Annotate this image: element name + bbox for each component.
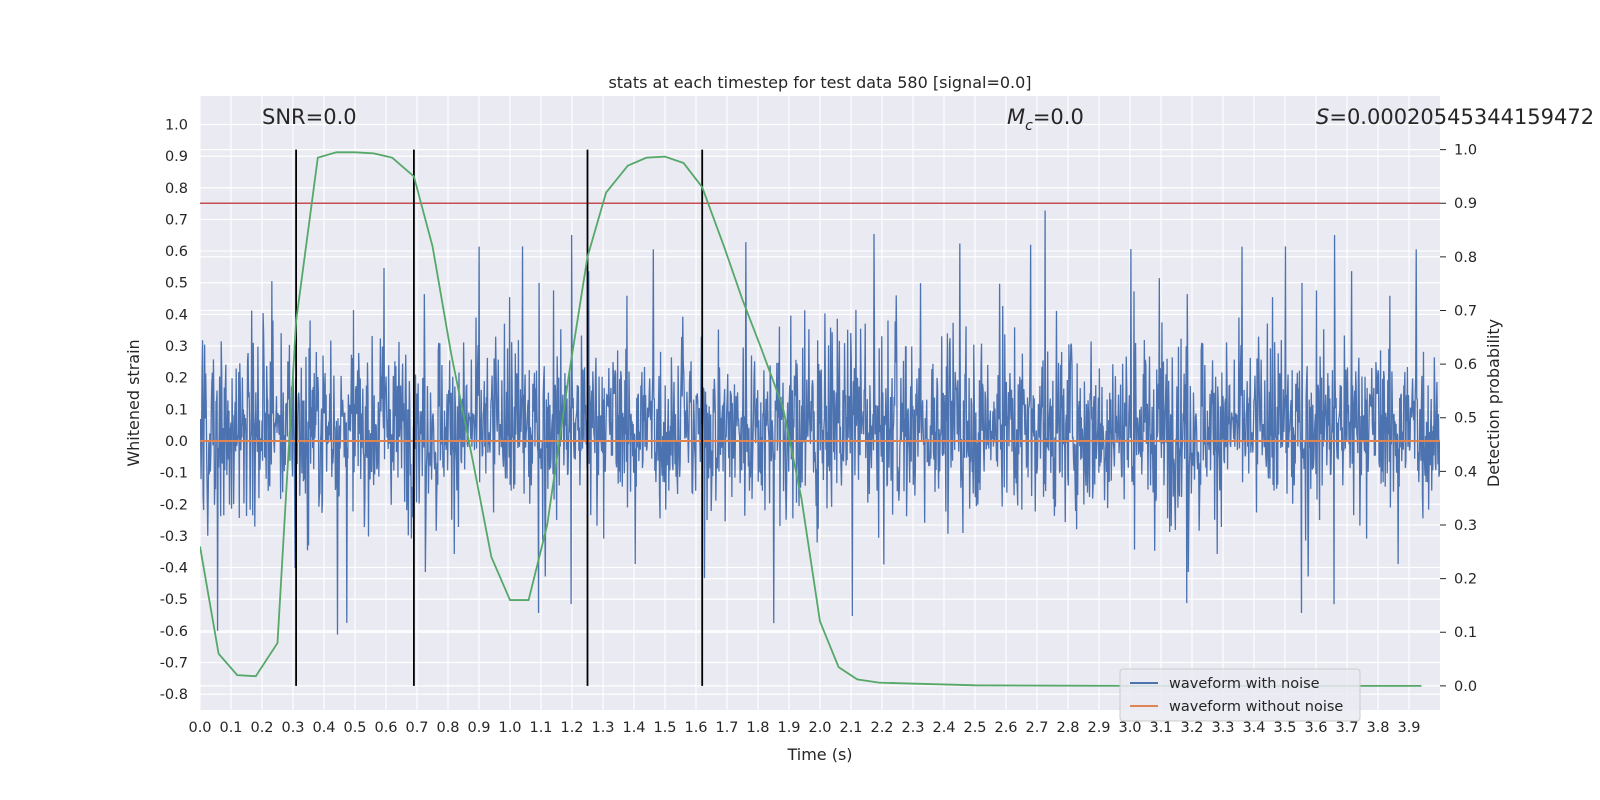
y-tick-label: 0.7 bbox=[165, 212, 188, 228]
y2-axis-label: Detection probability bbox=[1484, 319, 1503, 487]
x-tick-label: 0.7 bbox=[405, 720, 428, 736]
y-tick-label: 0.6 bbox=[165, 244, 188, 260]
x-tick-label: 3.2 bbox=[1180, 720, 1203, 736]
x-axis-ticks: 0.0 0.1 0.2 0.3 0.4 0.5 0.6 0.7 0.8 0.9 1.0 1.1 1.2 1… bbox=[188, 720, 1420, 736]
y-tick-label: -0.4 bbox=[160, 561, 188, 577]
legend-box bbox=[1119, 668, 1361, 722]
x-tick-label: 1.8 bbox=[746, 720, 769, 736]
x-tick-label: 3.7 bbox=[1335, 720, 1358, 736]
y-tick-label: 1.0 bbox=[165, 117, 188, 133]
y2-tick-label: 0.1 bbox=[1454, 625, 1477, 641]
y2-tick-label: 0.6 bbox=[1454, 357, 1477, 373]
y-tick-label: -0.6 bbox=[160, 624, 188, 640]
y-tick-label: 0.3 bbox=[165, 339, 188, 355]
x-tick-label: 0.6 bbox=[374, 720, 397, 736]
x-tick-label: 0.2 bbox=[250, 720, 273, 736]
legend-label-clean: waveform without noise bbox=[1169, 699, 1343, 715]
x-tick-label: 2.1 bbox=[839, 720, 862, 736]
y-tick-label: 0.0 bbox=[165, 434, 188, 450]
snr-annotation: SNR=0.0 bbox=[262, 105, 357, 129]
y-tick-label: 0.1 bbox=[165, 402, 188, 418]
x-tick-label: 0.3 bbox=[281, 720, 304, 736]
y-tick-label: -0.3 bbox=[160, 529, 188, 545]
y-tick-label: -0.2 bbox=[160, 497, 188, 513]
y-axis-label: Whitened strain bbox=[124, 339, 143, 466]
chirp-mass-annotation: Mc=0.0 bbox=[1007, 105, 1084, 134]
x-tick-label: 3.6 bbox=[1304, 720, 1327, 736]
x-tick-label: 2.6 bbox=[994, 720, 1017, 736]
x-tick-label: 2.4 bbox=[932, 720, 955, 736]
x-tick-label: 3.8 bbox=[1366, 720, 1389, 736]
y2-tick-label: 0.9 bbox=[1454, 196, 1477, 212]
s-annotation: S=0.00020545344159472 bbox=[1316, 105, 1594, 129]
x-tick-label: 0.1 bbox=[219, 720, 242, 736]
x-tick-label: 2.3 bbox=[901, 720, 924, 736]
x-axis-label: Time (s) bbox=[786, 745, 852, 764]
y2-tick-label: 0.5 bbox=[1454, 411, 1477, 427]
y-tick-label: -0.7 bbox=[160, 656, 188, 672]
x-tick-label: 3.4 bbox=[1242, 720, 1265, 736]
y-tick-label: 0.8 bbox=[165, 181, 188, 197]
x-tick-label: 2.7 bbox=[1025, 720, 1048, 736]
chart-title: stats at each timestep for test data 580… bbox=[608, 73, 1031, 92]
y-tick-label: -0.8 bbox=[160, 687, 188, 703]
x-tick-label: 0.9 bbox=[467, 720, 490, 736]
x-tick-label: 0.8 bbox=[436, 720, 459, 736]
x-tick-label: 3.9 bbox=[1397, 720, 1420, 736]
series-waveform-with-noise bbox=[200, 210, 1440, 635]
y2-tick-label: 0.8 bbox=[1454, 250, 1477, 266]
y2-tick-label: 0.0 bbox=[1454, 679, 1477, 695]
y2-tick-label: 1.0 bbox=[1454, 143, 1477, 159]
x-tick-label: 1.2 bbox=[560, 720, 583, 736]
x-tick-label: 3.0 bbox=[1118, 720, 1141, 736]
x-tick-label: 1.5 bbox=[653, 720, 676, 736]
y-tick-label: -0.5 bbox=[160, 592, 188, 608]
x-tick-label: 1.6 bbox=[684, 720, 707, 736]
y-tick-label: -0.1 bbox=[160, 466, 188, 482]
x-tick-label: 0.4 bbox=[312, 720, 335, 736]
x-tick-label: 1.9 bbox=[777, 720, 800, 736]
y-tick-label: 0.9 bbox=[165, 149, 188, 165]
x-tick-label: 3.5 bbox=[1273, 720, 1296, 736]
y2-axis-ticks: 1.0 0.9 0.8 0.7 0.6 0.5 0.4 0.3 0.2 0.1 0.0 bbox=[1440, 143, 1477, 695]
x-tick-label: 0.0 bbox=[188, 720, 211, 736]
x-tick-label: 1.3 bbox=[591, 720, 614, 736]
x-tick-label: 1.7 bbox=[715, 720, 738, 736]
x-tick-label: 2.5 bbox=[963, 720, 986, 736]
y2-tick-label: 0.2 bbox=[1454, 572, 1477, 588]
x-tick-label: 1.0 bbox=[498, 720, 521, 736]
x-tick-label: 3.1 bbox=[1149, 720, 1172, 736]
y2-tick-label: 0.4 bbox=[1454, 464, 1477, 480]
y-tick-label: 0.5 bbox=[165, 276, 188, 292]
x-tick-label: 1.1 bbox=[529, 720, 552, 736]
legend: waveform with noise waveform without noi… bbox=[1119, 668, 1361, 722]
y2-tick-label: 0.7 bbox=[1454, 303, 1477, 319]
y-tick-label: 0.2 bbox=[165, 371, 188, 387]
x-tick-label: 2.2 bbox=[870, 720, 893, 736]
series-detection-probability bbox=[200, 151, 1422, 687]
x-tick-label: 2.8 bbox=[1056, 720, 1079, 736]
y-axis-ticks: 1.0 0.9 0.8 0.7 0.6 0.5 0.4 0.3 0.2 0.1 0.0 -0.1 -0.… bbox=[160, 117, 188, 703]
legend-label-noise: waveform with noise bbox=[1169, 676, 1320, 692]
x-tick-label: 1.4 bbox=[622, 720, 645, 736]
plot-area bbox=[200, 149, 1440, 687]
y-tick-label: 0.4 bbox=[165, 307, 188, 323]
x-tick-label: 0.5 bbox=[343, 720, 366, 736]
x-tick-label: 3.3 bbox=[1211, 720, 1234, 736]
x-tick-label: 2.9 bbox=[1087, 720, 1110, 736]
y2-tick-label: 0.3 bbox=[1454, 518, 1477, 534]
x-tick-label: 2.0 bbox=[808, 720, 831, 736]
